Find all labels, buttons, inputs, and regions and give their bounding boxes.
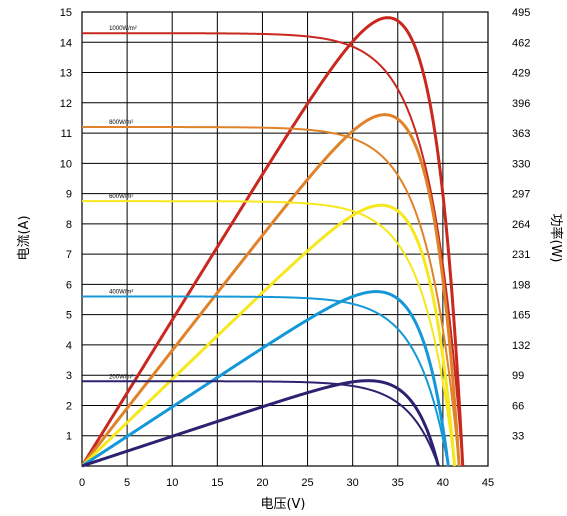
y2-tick-label: 33 — [512, 431, 524, 443]
y-tick-label: 14 — [60, 37, 72, 49]
pv-curve — [81, 290, 450, 468]
iv-curve — [82, 380, 440, 467]
x-tick-label: 40 — [437, 477, 449, 489]
x-tick-label: 15 — [211, 477, 223, 489]
y2-tick-label: 231 — [512, 249, 530, 261]
iv-curve — [82, 200, 456, 467]
series-label: 800W/m² — [109, 120, 133, 126]
series-label: 600W/m² — [109, 194, 133, 200]
y-tick-label: 1 — [66, 431, 72, 443]
y2-tick-label: 66 — [512, 400, 524, 412]
tick-labels: 0 5 10 15 20 25 30 35 40 451234567891011121314153… — [60, 7, 531, 489]
x-tick-label: 20 — [256, 477, 268, 489]
pv-curve — [80, 113, 461, 467]
pv-curve — [80, 16, 465, 467]
y-tick-label: 3 — [66, 370, 72, 382]
y2-tick-label: 165 — [512, 310, 530, 322]
iv-curve — [82, 126, 461, 467]
y2-tick-label: 198 — [512, 279, 530, 291]
series-label: 400W/m² — [109, 290, 133, 296]
y2-tick-label: 429 — [512, 68, 530, 80]
y2-tick-label: 297 — [512, 189, 530, 201]
x-tick-label: 10 — [166, 477, 178, 489]
y2-tick-label: 99 — [512, 370, 524, 382]
y2-tick-label: 132 — [512, 340, 530, 352]
y-tick-label: 7 — [66, 249, 72, 261]
y-tick-label: 8 — [66, 219, 72, 231]
y-tick-label: 13 — [60, 68, 72, 80]
series-label: 1000W/m² — [109, 26, 137, 32]
series-labels: 1000W/m² 800W/m² 600W/m² 400W/m² 200W/m² — [109, 26, 137, 380]
y-tick-label: 11 — [61, 128, 72, 140]
y2-tick-label: 462 — [512, 37, 530, 49]
x-tick-label: 45 — [482, 477, 494, 489]
y-tick-label: 5 — [66, 310, 72, 322]
y-tick-label: 15 — [60, 7, 72, 19]
x-tick-label: 35 — [392, 477, 404, 489]
plot-frame — [81, 11, 489, 467]
y2-tick-label: 495 — [512, 7, 530, 19]
x-axis-title: 电压(V) — [260, 497, 305, 512]
y-tick-label: 10 — [60, 158, 72, 170]
y-tick-label: 6 — [66, 279, 72, 291]
pv-curve — [80, 203, 457, 468]
x-tick-label: 25 — [301, 477, 313, 489]
y2-tick-label: 396 — [512, 98, 530, 110]
y-tick-label: 12 — [60, 98, 72, 110]
iv-curve — [82, 295, 450, 467]
series-label: 200W/m² — [109, 374, 133, 380]
iv-curve — [82, 32, 464, 467]
y-tick-label: 9 — [66, 189, 72, 201]
pv-curve — [81, 379, 440, 468]
y-axis-title: 电流(A) — [17, 215, 32, 260]
y-tick-label: 2 — [66, 400, 72, 412]
x-tick-label: 0 — [79, 477, 85, 489]
y2-tick-label: 264 — [512, 219, 530, 231]
grid — [81, 11, 489, 467]
y2-tick-label: 363 — [512, 128, 530, 140]
y2-tick-label: 330 — [512, 158, 530, 170]
y-tick-label: 4 — [66, 340, 72, 352]
x-tick-label: 30 — [347, 477, 359, 489]
curves — [80, 16, 465, 468]
y2-axis-title: 功率(W) — [548, 214, 564, 263]
x-tick-label: 5 — [124, 477, 130, 489]
